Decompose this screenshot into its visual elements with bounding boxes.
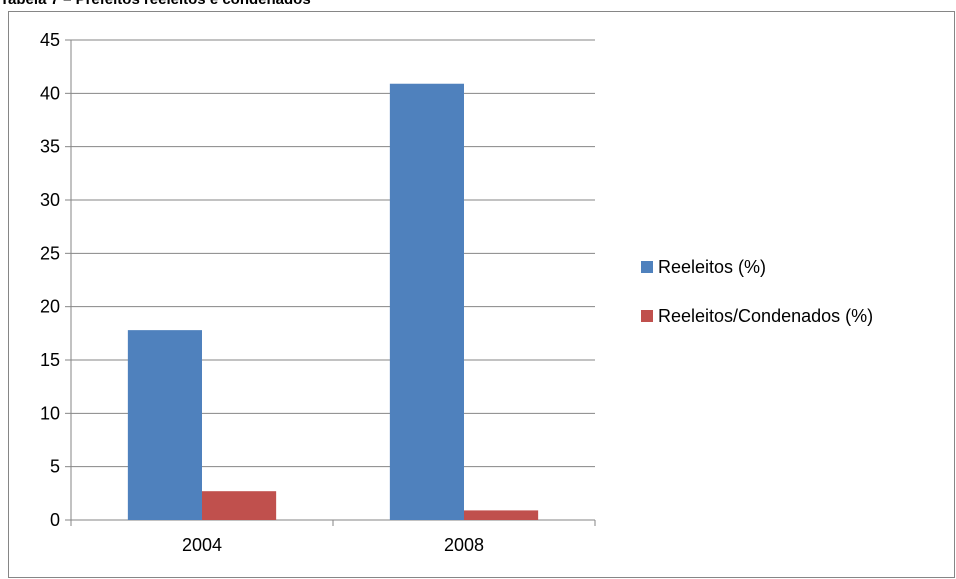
y-tick-label: 15 xyxy=(40,350,60,370)
y-tick-label: 10 xyxy=(40,403,60,423)
chart-frame: 0 5 10 15 20 25 30 35 40 45 2004 2008 Reeleitos (%) R… xyxy=(8,11,955,578)
x-tick-label: 2008 xyxy=(444,535,484,555)
legend-label: Reeleitos (%) xyxy=(658,257,766,277)
y-tick-label: 0 xyxy=(50,510,60,530)
legend-label: Reeleitos/Condenados (%) xyxy=(658,306,873,326)
bar-reeleitos-condenados-2004 xyxy=(202,491,277,520)
y-tick-label: 40 xyxy=(40,83,60,103)
x-tick-label: 2004 xyxy=(182,535,222,555)
bar-reeleitos-condenados-2008 xyxy=(464,510,539,520)
bar-reeleitos-2004 xyxy=(127,330,202,520)
bar-reeleitos-2008 xyxy=(389,83,464,520)
y-tick-label: 20 xyxy=(40,297,60,317)
legend-swatch xyxy=(641,261,653,273)
bar-chart: 0 5 10 15 20 25 30 35 40 45 2004 2008 Reeleitos (%) R… xyxy=(40,30,873,555)
legend-swatch xyxy=(641,310,653,322)
chart-caption: Tabela 7 – Prefeitos reeleitos e condena… xyxy=(0,0,311,9)
y-tick-label: 45 xyxy=(40,30,60,50)
y-tick-label: 5 xyxy=(50,457,60,477)
y-tick-label: 35 xyxy=(40,137,60,157)
y-tick-label: 25 xyxy=(40,243,60,263)
y-tick-label: 30 xyxy=(40,190,60,210)
